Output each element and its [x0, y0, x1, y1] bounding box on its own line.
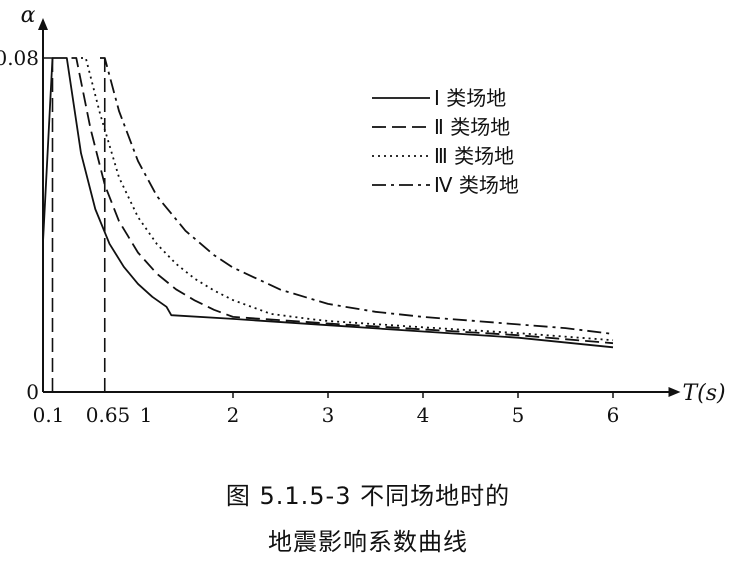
chart: α T(s) 0.1 0.65 1 2 3 4 5 6 0 0.08 Ⅰ 类场地 Ⅱ 类场地 Ⅲ 类场地…: [0, 3, 726, 427]
x-tick-label: 0.65: [86, 403, 131, 427]
x-axis-arrow: [668, 387, 681, 397]
x-tick-label: 1: [140, 403, 153, 427]
tick-labels: 0.1 0.65 1 2 3 4 5 6 0 0.08: [0, 46, 619, 427]
legend-label-2: Ⅱ 类场地: [434, 115, 510, 139]
legend: Ⅰ 类场地 Ⅱ 类场地 Ⅲ 类场地 Ⅳ 类场地: [372, 86, 519, 197]
reference-lines: [51, 58, 106, 392]
legend-label-4: Ⅳ 类场地: [434, 173, 519, 197]
y-axis-arrow: [38, 18, 48, 30]
figure-caption-line1: 图 5.1.5-3 不同场地时的: [225, 482, 511, 510]
series-line-4: [100, 57, 614, 335]
figure-caption-line2: 地震影响系数曲线: [268, 528, 468, 556]
x-tick-label: 5: [512, 403, 525, 427]
x-tick-label: 2: [227, 403, 240, 427]
series-line-2: [71, 57, 614, 345]
axes: α T(s): [21, 3, 726, 406]
x-tick-label: 4: [417, 403, 430, 427]
x-tick-label: 0.1: [33, 403, 65, 427]
y-axis-title: α: [21, 3, 36, 28]
x-tick-label: 6: [607, 403, 620, 427]
series-line-3: [81, 57, 614, 342]
legend-label-1: Ⅰ 类场地: [434, 86, 506, 110]
x-axis-title: T(s): [683, 381, 726, 406]
series-line-1: [42, 57, 614, 349]
y-tick-label: 0.08: [0, 46, 39, 70]
legend-label-3: Ⅲ 类场地: [434, 144, 514, 168]
y-tick-label: 0: [26, 380, 39, 404]
series-group: [42, 57, 614, 349]
x-tick-label: 3: [322, 403, 335, 427]
